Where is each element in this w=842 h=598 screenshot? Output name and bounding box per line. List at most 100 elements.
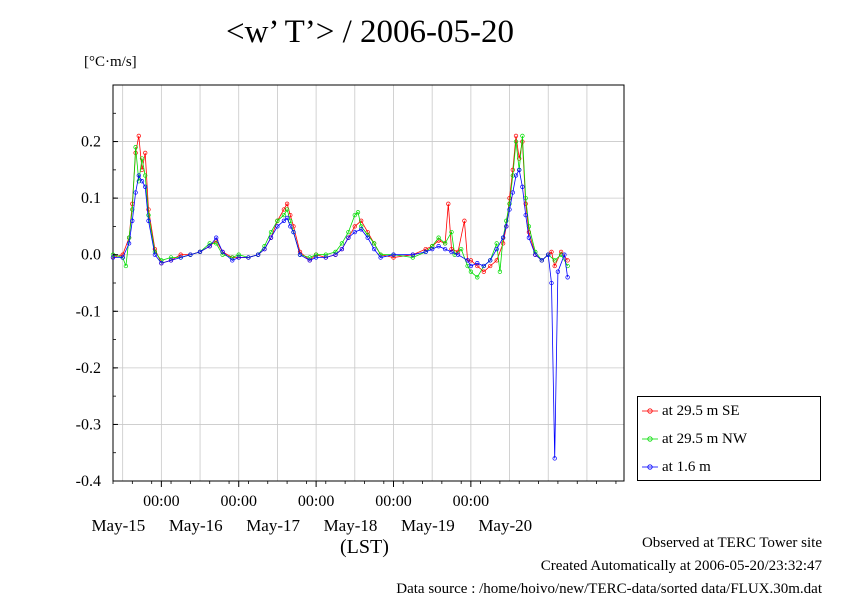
data-point bbox=[481, 263, 486, 269]
data-point bbox=[455, 252, 461, 257]
legend-swatch-se bbox=[642, 408, 658, 414]
series-0 bbox=[110, 133, 570, 274]
data-point bbox=[275, 218, 280, 223]
data-point bbox=[520, 133, 525, 139]
data-point bbox=[507, 195, 512, 201]
data-point bbox=[391, 252, 396, 257]
data-point bbox=[130, 207, 135, 212]
data-point bbox=[230, 255, 235, 260]
legend-label-1-6m: at 1.6 m bbox=[662, 458, 711, 475]
data-point bbox=[297, 252, 303, 257]
series-2 bbox=[110, 167, 570, 461]
data-point bbox=[346, 235, 351, 240]
data-point bbox=[313, 255, 319, 260]
plot-frame bbox=[112, 84, 625, 482]
data-point bbox=[552, 258, 557, 263]
y-tick-label: -0.2 bbox=[76, 360, 101, 377]
legend-swatch-nw bbox=[642, 436, 658, 442]
x-date-label: May-15 bbox=[91, 516, 145, 535]
grid bbox=[113, 85, 624, 482]
x-axis: 00:00 00:00 00:00 00:00 00:00 May-15 May-16 May… bbox=[91, 481, 617, 535]
data-point bbox=[346, 229, 351, 235]
data-point bbox=[497, 269, 503, 274]
data-point bbox=[549, 280, 554, 286]
x-time-label: 00:00 bbox=[453, 493, 489, 510]
data-point bbox=[236, 255, 241, 260]
data-point bbox=[558, 249, 564, 255]
x-time-label: 00:00 bbox=[298, 493, 334, 510]
data-point bbox=[284, 207, 290, 212]
data-point bbox=[236, 252, 241, 257]
data-point bbox=[533, 252, 538, 257]
data-point bbox=[255, 252, 261, 257]
data-point bbox=[168, 258, 174, 263]
data-point bbox=[230, 258, 235, 263]
data-point bbox=[126, 241, 132, 246]
data-point bbox=[352, 224, 357, 229]
data-point bbox=[526, 235, 532, 240]
data-point bbox=[504, 224, 509, 229]
data-point bbox=[268, 229, 274, 235]
series-line bbox=[113, 168, 568, 459]
x-axis-label: (LST) bbox=[340, 536, 389, 558]
data-point bbox=[352, 212, 357, 218]
data-point bbox=[333, 249, 338, 255]
data-point bbox=[468, 263, 474, 269]
y-tick-label: -0.4 bbox=[76, 473, 101, 490]
data-point bbox=[188, 252, 193, 257]
data-point bbox=[281, 218, 287, 223]
y-tick-label: -0.3 bbox=[76, 416, 101, 433]
data-point bbox=[446, 201, 451, 206]
x-date-label: May-16 bbox=[169, 516, 223, 535]
data-point bbox=[455, 249, 461, 255]
data-point bbox=[565, 275, 570, 280]
data-point bbox=[459, 246, 464, 252]
data-point bbox=[546, 252, 551, 257]
data-point bbox=[143, 150, 148, 156]
data-point bbox=[136, 173, 141, 178]
data-point bbox=[494, 246, 499, 252]
legend-swatch-1-6m bbox=[642, 464, 658, 470]
data-point bbox=[291, 229, 296, 235]
series-layer bbox=[110, 133, 570, 461]
data-point bbox=[488, 263, 493, 269]
data-point bbox=[143, 184, 148, 189]
data-point bbox=[220, 249, 225, 255]
footer-created: Created Automatically at 2006-05-20/23:3… bbox=[540, 558, 822, 574]
data-point bbox=[281, 207, 287, 212]
data-point bbox=[281, 212, 287, 218]
data-point bbox=[423, 246, 428, 252]
data-point bbox=[139, 156, 145, 161]
data-point bbox=[133, 145, 138, 150]
legend-item-se: at 29.5 m SE bbox=[642, 401, 740, 421]
data-point bbox=[136, 133, 141, 139]
data-point bbox=[539, 258, 544, 263]
data-point bbox=[517, 156, 522, 161]
data-point bbox=[220, 252, 225, 257]
data-point bbox=[552, 263, 557, 269]
data-point bbox=[284, 215, 290, 221]
data-point bbox=[436, 235, 441, 240]
data-point bbox=[410, 252, 415, 257]
data-point bbox=[436, 244, 441, 249]
data-point bbox=[359, 218, 364, 223]
data-point bbox=[323, 255, 328, 260]
x-time-label: 00:00 bbox=[221, 493, 257, 510]
data-point bbox=[442, 246, 448, 252]
data-point bbox=[339, 241, 345, 246]
data-point bbox=[513, 139, 519, 144]
y-tick-label: 0.0 bbox=[81, 247, 101, 264]
data-point bbox=[371, 241, 377, 246]
data-point bbox=[313, 252, 319, 257]
legend-label-nw: at 29.5 m NW bbox=[662, 430, 747, 447]
data-point bbox=[178, 255, 183, 260]
data-point bbox=[159, 261, 164, 266]
data-point bbox=[359, 224, 364, 229]
footer-observed: Observed at TERC Tower site bbox=[641, 535, 822, 551]
x-date-label: May-20 bbox=[478, 516, 532, 535]
data-point bbox=[500, 235, 506, 240]
footer-data-source: Data source : /home/hoivo/new/TERC-data/… bbox=[396, 581, 822, 597]
data-point bbox=[168, 255, 174, 260]
data-point bbox=[523, 212, 528, 218]
data-point bbox=[268, 235, 274, 240]
